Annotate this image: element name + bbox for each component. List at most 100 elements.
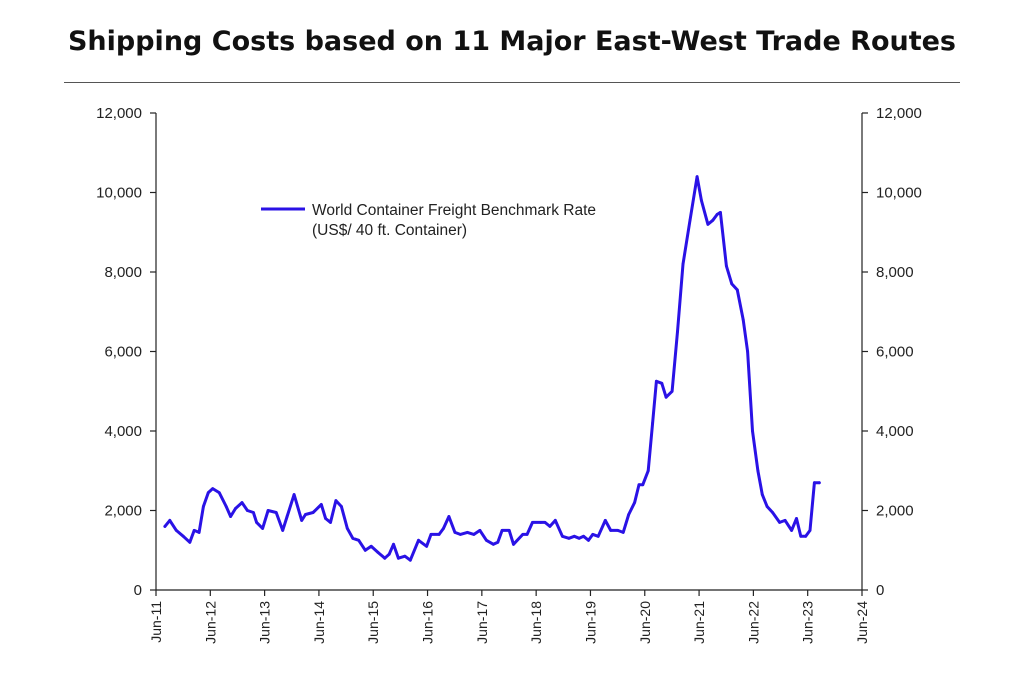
x-tick-label: Jun-24 [854,601,870,644]
data-point [804,534,808,538]
data-point [466,531,469,534]
data-point [300,519,304,522]
series-line [163,175,821,562]
x-tick-label: Jun-14 [311,601,327,644]
x-tick-label: Jun-15 [365,601,381,644]
x-tick-label: Jun-12 [202,601,218,644]
data-point [651,421,654,425]
data-point [813,481,816,485]
data-point [539,521,543,524]
data-point [492,542,495,546]
data-point [206,491,210,494]
data-point [553,519,557,522]
x-tick-label: Jun-22 [745,601,761,644]
data-point [646,469,650,473]
data-point [478,529,482,532]
data-point [664,395,668,399]
chart-title: Shipping Costs based on 11 Major East-We… [67,26,957,57]
data-point [442,527,445,530]
legend-label: (US$/ 40 ft. Container) [312,222,467,239]
data-point [771,511,774,514]
data-point [660,381,664,385]
data-point [681,262,685,266]
data-point [163,525,167,528]
data-point [582,534,585,538]
data-point [281,529,285,532]
data-point [240,501,244,504]
chart-axes [155,113,863,591]
data-point [472,533,476,536]
y-tick-label-right: 12,000 [876,105,922,122]
data-point [261,527,264,530]
data-point [500,529,504,532]
data-point [324,517,327,520]
x-tick-label: Jun-13 [257,601,273,644]
data-point [695,175,699,179]
data-point [700,199,703,202]
data-point [730,282,734,286]
y-tick-label-left: 2,000 [104,503,142,520]
data-point [756,469,760,473]
data-point [425,544,428,548]
data-point [507,529,511,532]
y-tick-label-right: 8,000 [876,264,914,281]
data-point [285,515,289,518]
y-tick-label-left: 6,000 [104,344,142,361]
chart-ticks: 0 0 2,000 2,000 4,000 4,000 6,000 6,000 8,000 8,0… [96,105,922,644]
data-point [383,556,387,560]
y-tick-label-right: 6,000 [876,344,914,361]
data-point [392,542,395,546]
data-point [627,513,631,516]
legend-label: World Container Freight Benchmark Rate [312,202,596,219]
data-point [655,379,658,383]
data-point [808,529,812,532]
data-point [778,521,781,524]
data-point [188,540,192,544]
x-tick-label: Jun-11 [148,601,164,643]
data-point [616,529,620,532]
data-point [572,534,576,538]
data-point [561,534,564,538]
data-point [715,213,719,216]
y-tick-label-right: 4,000 [876,423,914,440]
data-point [746,350,749,353]
data-point [437,533,441,536]
data-point [567,536,571,540]
data-point [688,218,692,222]
data-point [741,318,745,322]
data-point [408,558,412,562]
data-point [345,527,349,530]
data-point [266,509,270,512]
data-point [577,536,581,540]
data-point [609,529,613,532]
data-point [319,503,323,506]
data-point [376,550,380,554]
data-point [711,218,715,222]
data-point [543,521,547,524]
data-point [234,507,237,510]
data-point [192,529,196,532]
data-point [181,534,185,538]
data-point [224,505,228,508]
data-point [211,487,215,490]
data-point [304,513,307,516]
y-tick-label-right: 10,000 [876,185,922,202]
data-point [351,536,355,540]
data-point [621,531,625,534]
data-point [496,540,500,544]
data-point [311,511,315,514]
data-point [596,534,600,538]
data-point [719,211,722,214]
x-tick-label: Jun-23 [800,601,816,644]
data-point [799,534,803,538]
data-point [765,505,769,508]
data-point [633,501,636,504]
data-point [447,515,451,518]
data-point [735,288,739,292]
data-point [329,521,332,524]
y-tick-label-left: 8,000 [104,264,142,281]
data-point [790,529,793,532]
data-point [217,491,221,494]
data-point [603,519,607,522]
data-point [334,499,338,502]
